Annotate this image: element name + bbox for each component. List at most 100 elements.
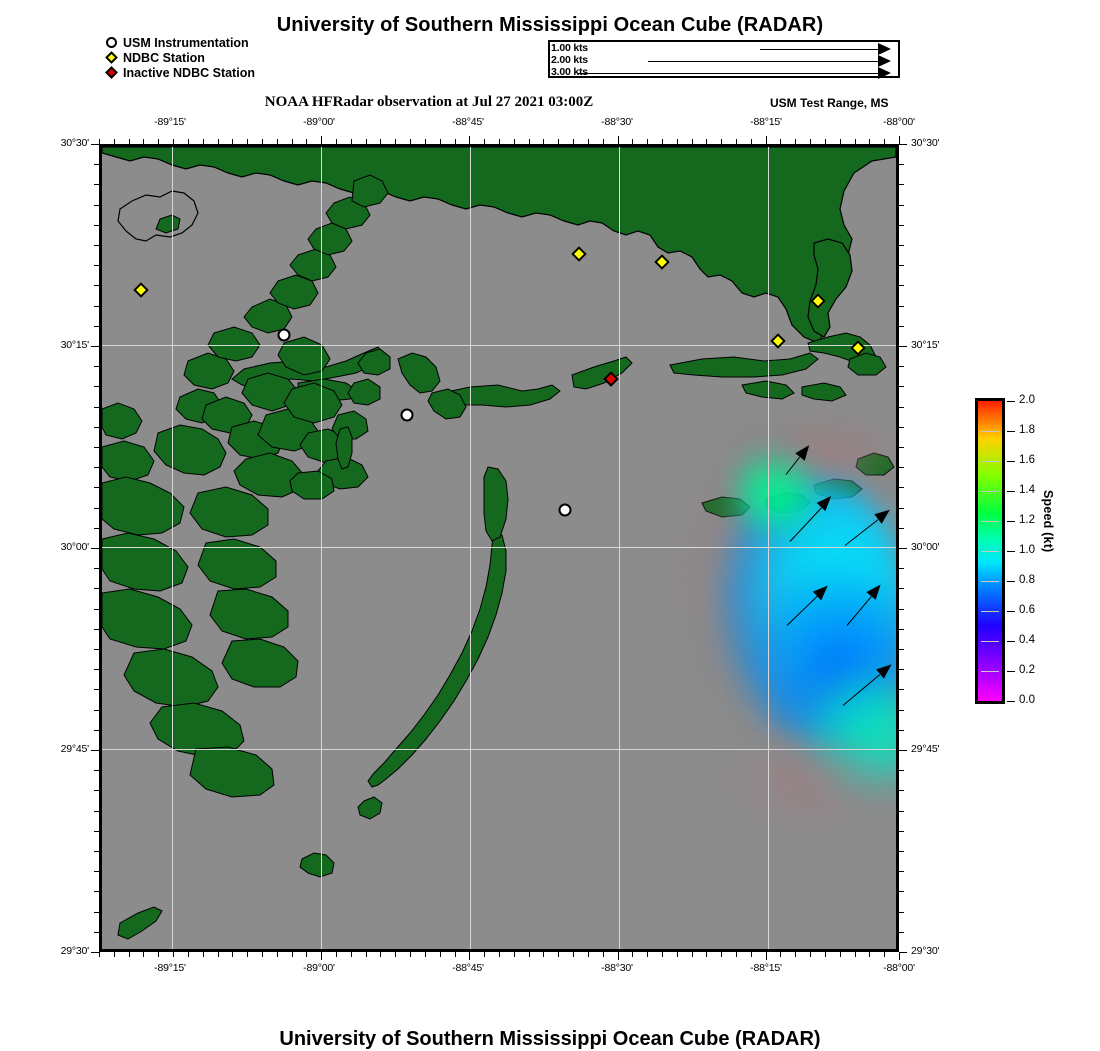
axis-tick-bottom (765, 952, 767, 960)
axis-tick-bottom (632, 952, 634, 957)
axis-tick-right (899, 931, 904, 933)
legend-label: USM Instrumentation (123, 36, 249, 50)
land-chandeleur-islet (335, 426, 353, 470)
colorbar-gridline (981, 551, 999, 552)
axis-tick-bottom (128, 952, 130, 957)
axis-tick-right (899, 891, 904, 893)
colorbar (975, 398, 1005, 704)
axis-tick-right (899, 709, 904, 711)
colorbar-tick-label: 0.6 (1019, 604, 1035, 616)
colorbar-tick-label: 0.0 (1019, 694, 1035, 706)
axis-tick-bottom (528, 952, 530, 957)
land-chandeleur-south (357, 796, 383, 820)
speed-field-faint-south (722, 737, 892, 827)
axis-label-lon: -88°30' (601, 116, 633, 128)
axis-label-lon: -89°15' (154, 116, 186, 128)
axis-tick-bottom (232, 952, 234, 957)
axis-tick-right (899, 447, 904, 448)
axis-tick-bottom (854, 952, 856, 957)
axis-tick-bottom (869, 952, 871, 957)
colorbar-tick (1007, 671, 1015, 672)
axis-tick-bottom (395, 952, 397, 957)
colorbar-tick-label: 0.4 (1019, 634, 1035, 646)
gridline-lon (470, 147, 471, 949)
axis-tick-bottom (780, 952, 782, 957)
axis-label-lon: -88°00' (883, 116, 915, 128)
axis-tick-right (899, 871, 904, 873)
axis-tick-bottom (424, 952, 426, 957)
axis-label-lon: -88°15' (750, 962, 782, 974)
axis-tick-bottom (810, 952, 812, 957)
axis-tick-bottom (321, 952, 323, 960)
axis-tick-bottom (99, 952, 100, 957)
axis-label-lon: -88°30' (601, 962, 633, 974)
colorbar-tick-label: 1.8 (1019, 424, 1035, 436)
axis-label-lat: 30°00' (911, 541, 940, 553)
axis-label-lon: -88°45' (452, 116, 484, 128)
axis-label-lat: 29°30' (911, 945, 940, 957)
velocity-scale-shaft (760, 49, 878, 50)
map-layers (102, 147, 896, 949)
usm-instrument-2[interactable] (400, 408, 414, 422)
axis-tick-right (899, 952, 907, 953)
colorbar-tick (1007, 401, 1015, 402)
axis-label-lat: 30°30' (911, 137, 940, 149)
land-south-islet (299, 852, 335, 878)
axis-tick-right (899, 507, 904, 509)
gridline-lon (768, 147, 769, 949)
axis-tick-right (899, 851, 904, 852)
axis-label-lon: -88°15' (750, 116, 782, 128)
colorbar-tick (1007, 701, 1015, 702)
velocity-scale-row: 3.00 kts (548, 66, 900, 79)
axis-tick-right (899, 184, 904, 186)
colorbar-gridline (981, 671, 999, 672)
colorbar-tick (1007, 431, 1015, 432)
axis-tick-bottom (602, 952, 604, 957)
velocity-scale-shaft (648, 61, 878, 62)
colorbar-tick-label: 1.6 (1019, 454, 1035, 466)
diamond-marker-icon (104, 65, 120, 81)
axis-tick-right (899, 830, 904, 832)
axis-tick-top (617, 136, 619, 144)
axis-tick-top (321, 136, 323, 144)
axis-tick-bottom (484, 952, 486, 957)
colorbar-tick-label: 1.4 (1019, 484, 1035, 496)
colorbar-tick (1007, 461, 1015, 462)
axis-tick-bottom (365, 952, 367, 957)
gridline-lat (102, 749, 896, 750)
map-canvas[interactable] (99, 144, 899, 952)
axis-tick-right (899, 568, 904, 570)
axis-tick-right (899, 628, 904, 630)
axis-tick-left (91, 952, 99, 953)
axis-tick-bottom (410, 952, 412, 957)
axis-tick-right (899, 224, 904, 226)
land-barrier-4 (669, 352, 819, 378)
colorbar-gridline (981, 581, 999, 582)
axis-tick-left (91, 750, 99, 751)
land-mainland (102, 147, 896, 344)
colorbar-tick (1007, 551, 1015, 552)
velocity-scale-rows: 1.00 kts 2.00 kts 3.00 kts (548, 40, 900, 79)
axis-tick-bottom (706, 952, 708, 957)
axis-tick-bottom (676, 952, 678, 957)
axis-label-lat: 29°45' (911, 743, 940, 755)
colorbar-tick (1007, 491, 1015, 492)
axis-tick-bottom (469, 952, 471, 960)
colorbar-gridline (981, 611, 999, 612)
gridline-lon (321, 147, 322, 949)
axis-tick-right (899, 750, 907, 751)
axis-tick-bottom (158, 952, 160, 957)
usm-instrument-3[interactable] (558, 503, 572, 517)
axis-tick-right (899, 790, 904, 792)
axis-tick-bottom (795, 952, 797, 957)
axis-tick-right (899, 164, 904, 166)
axis-tick-bottom (661, 952, 663, 957)
axis-tick-bottom (306, 952, 308, 957)
axis-tick-bottom (276, 952, 278, 957)
colorbar-tick-label: 1.0 (1019, 544, 1035, 556)
axis-tick-left (91, 548, 99, 549)
axis-tick-bottom (336, 952, 338, 957)
usm-instrument-1[interactable] (277, 328, 291, 342)
axis-tick-right (899, 608, 904, 610)
land-chandeleur-hook (397, 352, 441, 394)
